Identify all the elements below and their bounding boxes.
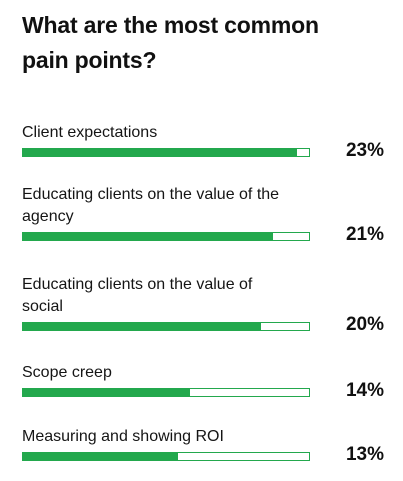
bar-value-label: 23% (345, 140, 384, 161)
bar-track (22, 148, 310, 157)
bar-label: Client expectations (22, 124, 158, 141)
bar-fill (23, 453, 178, 460)
bar-fill (23, 233, 274, 240)
bar-track (22, 452, 310, 461)
bar-label: Educating clients on the value of social (22, 276, 253, 315)
bar-value-label: 20% (345, 314, 384, 335)
bar-track (22, 388, 310, 397)
bar-value-label: 13% (345, 444, 384, 465)
chart-title: What are the most common pain points? (22, 12, 319, 73)
bar-fill (23, 389, 190, 396)
bar-fill (23, 149, 298, 156)
bar-value-label: 21% (345, 224, 384, 245)
bar-label: Scope creep (22, 364, 112, 381)
bar-track (22, 322, 310, 331)
bar-track (22, 232, 310, 241)
bar-label: Educating clients on the value of the ag… (22, 186, 280, 225)
bar-fill (23, 323, 262, 330)
bar-value-label: 14% (345, 380, 384, 401)
bar-label: Measuring and showing ROI (22, 428, 224, 445)
